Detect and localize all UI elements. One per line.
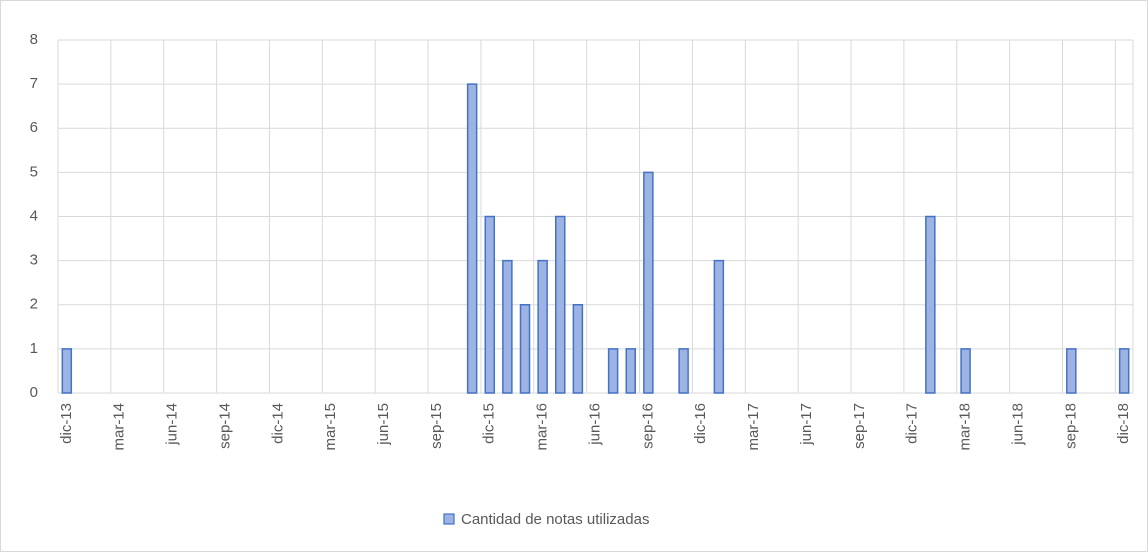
x-tick-label: sep-15 (428, 403, 445, 449)
x-tick-label: mar-16 (534, 403, 551, 451)
x-tick-label: jun-15 (375, 403, 392, 446)
x-tick-label: sep-16 (639, 403, 656, 449)
bar (519, 304, 531, 394)
bar (466, 83, 478, 394)
x-tick-label: sep-17 (851, 403, 868, 449)
bar (607, 348, 619, 394)
x-tick-label: mar-15 (322, 403, 339, 451)
y-tick-label: 3 (30, 252, 38, 269)
x-tick-label: jun-14 (164, 403, 181, 446)
y-tick-label: 8 (30, 31, 38, 48)
x-tick-label: jun-18 (1009, 403, 1026, 446)
bar (960, 348, 971, 394)
x-tick-label: jun-16 (586, 403, 603, 446)
bar (537, 259, 548, 394)
x-tick-label: dic-15 (481, 403, 498, 444)
bar (502, 259, 513, 394)
y-tick-label: 5 (30, 163, 38, 180)
x-tick-label: sep-14 (216, 403, 233, 449)
bar (643, 171, 654, 394)
bar (1118, 348, 1130, 394)
y-tick-label: 0 (30, 384, 38, 401)
bar (1066, 348, 1077, 394)
bar (572, 304, 584, 394)
x-tick-label: dic-14 (269, 403, 286, 444)
y-tick-label: 1 (30, 340, 38, 357)
bar (555, 215, 566, 394)
x-tick-label: mar-18 (957, 403, 974, 451)
y-tick-label: 4 (30, 207, 38, 224)
x-tick-label: dic-18 (1115, 403, 1132, 444)
bar (625, 348, 636, 394)
bar (713, 259, 725, 394)
y-tick-label: 6 (30, 119, 38, 136)
bar (678, 348, 689, 394)
legend-label: Cantidad de notas utilizadas (461, 511, 649, 528)
x-tick-label: jun-17 (798, 403, 815, 446)
bar (925, 215, 936, 394)
x-tick-label: dic-17 (904, 403, 921, 444)
y-tick-label: 7 (30, 75, 38, 92)
y-tick-label: 2 (30, 296, 38, 313)
x-tick-label: dic-13 (58, 403, 75, 444)
x-tick-label: sep-18 (1062, 403, 1079, 449)
x-tick-label: mar-17 (745, 403, 762, 451)
bar (484, 215, 496, 394)
x-tick-label: dic-16 (692, 403, 709, 444)
legend-swatch (443, 513, 455, 525)
x-tick-label: mar-14 (111, 403, 128, 451)
bar (61, 348, 73, 394)
